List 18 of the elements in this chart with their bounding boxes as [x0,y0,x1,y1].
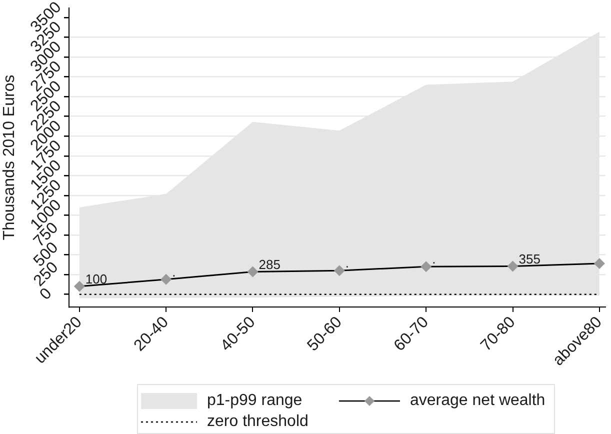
point [594,258,605,269]
data-label: . [345,256,350,271]
legend-label: zero threshold [207,412,308,430]
point [247,266,258,278]
point [507,260,518,272]
point [160,274,172,285]
data-label: . [432,252,436,267]
data-label: 355 [518,251,540,266]
data-label: . [172,264,176,280]
point [74,280,85,292]
legend-label: p1-p99 range [207,392,302,410]
data-label: 100 [85,271,108,286]
y-axis-title: Thousands 2010 Euros [1,74,18,240]
data-label: 285 [258,256,280,272]
point [334,265,345,276]
point [420,261,432,272]
y-tick-label: 0 [36,285,56,304]
legend-label: average net wealth [410,392,546,410]
